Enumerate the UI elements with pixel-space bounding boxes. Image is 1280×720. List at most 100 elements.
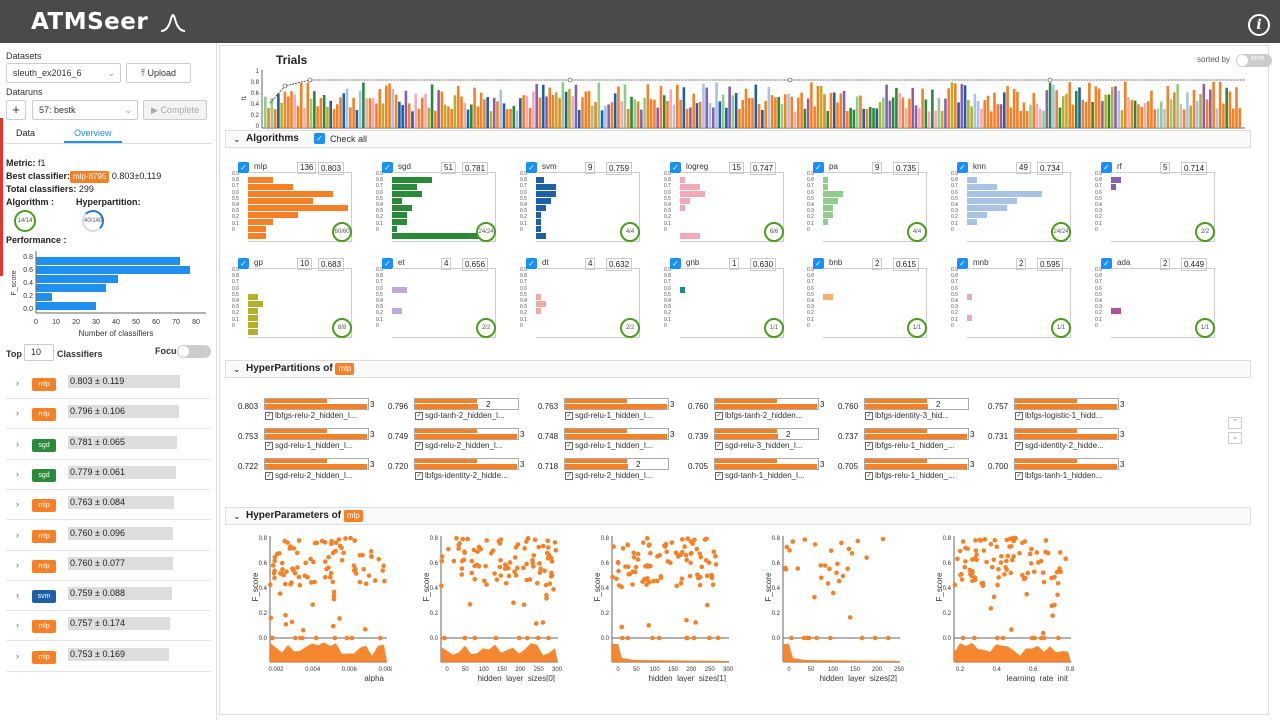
hyperpartition-name[interactable]: ✓ lbfgs-identity-3_hid...	[865, 411, 949, 420]
classifier-row[interactable]: › mlp 0.803 ± 0.119	[6, 369, 211, 399]
classifier-row[interactable]: › mlp 0.796 ± 0.106	[6, 399, 211, 430]
classifier-row[interactable]: › sgd 0.781 ± 0.065	[6, 430, 211, 460]
hyperpartition-checkbox[interactable]: ✓	[865, 441, 873, 450]
algorithm-card-ada[interactable]: ✓ ada 2 0.449 0.9 0.8 0.7 0.6 0.5 0.4 0.3 0.2 0.1 0 1/…	[1095, 258, 1219, 342]
hyperpartition-checkbox[interactable]: ✓	[415, 441, 423, 450]
hyperpartition-item[interactable]: 0.760 2 ✓ lbfgs-identity-3_hid...	[838, 398, 983, 430]
hyperpartitions-section-header[interactable]: ⌄ HyperPartitions of mlp	[225, 360, 1251, 378]
algorithm-checkbox[interactable]: ✓	[526, 162, 537, 173]
algorithm-checkbox[interactable]: ✓	[813, 258, 824, 269]
dataset-select[interactable]: sleuth_ex2016_6 ⌄	[6, 63, 121, 83]
hyperpartition-checkbox[interactable]: ✓	[715, 411, 723, 420]
algorithm-checkbox[interactable]: ✓	[382, 258, 393, 269]
scroll-up-button[interactable]: ⌃	[1228, 417, 1242, 429]
hyperpartition-checkbox[interactable]: ✓	[415, 471, 423, 480]
hyperpartition-name[interactable]: ✓ lbfgs-tanh-2_hidden...	[715, 411, 802, 420]
chevron-right-icon[interactable]: ›	[16, 620, 19, 631]
algorithm-checkbox[interactable]: ✓	[382, 162, 393, 173]
upload-button[interactable]: ⤒ Upload	[126, 63, 191, 83]
classifier-row[interactable]: › sgd 0.779 ± 0.061	[6, 460, 211, 490]
hyperpartition-checkbox[interactable]: ✓	[565, 411, 573, 420]
hyperpartition-name[interactable]: ✓ lbfgs-relu-1_hidden_...	[865, 471, 955, 480]
classifier-row[interactable]: › mlp 0.763 ± 0.084	[6, 490, 211, 521]
hyperpartition-checkbox[interactable]: ✓	[265, 411, 273, 420]
algorithm-card-gnb[interactable]: ✓ gnb 1 0.630 0.9 0.8 0.7 0.6 0.5 0.4 0.3 0.2 0.1 0 1/…	[664, 258, 788, 342]
hyperpartition-checkbox[interactable]: ✓	[865, 471, 873, 480]
chevron-right-icon[interactable]: ›	[16, 408, 19, 419]
hyperpartition-name[interactable]: ✓ sgd-relu-1_hidden_l...	[565, 441, 652, 450]
chevron-right-icon[interactable]: ›	[16, 559, 19, 570]
classifier-row[interactable]: › mlp 0.753 ± 0.169	[6, 642, 211, 672]
chevron-right-icon[interactable]: ›	[16, 378, 19, 388]
classifier-row[interactable]: › mlp 0.757 ± 0.174	[6, 611, 211, 642]
hyperpartition-checkbox[interactable]: ✓	[865, 411, 873, 420]
hyperpartition-name[interactable]: ✓ lbfgs-identity-2_hidde...	[415, 471, 508, 480]
hyperpartition-name[interactable]: ✓ sgd-relu-1_hidden_l...	[265, 441, 352, 450]
algorithm-checkbox[interactable]: ✓	[526, 258, 537, 269]
chevron-right-icon[interactable]: ›	[16, 590, 19, 601]
hyperpartition-item[interactable]: 0.731 3 ✓ sgd-identity-2_hidde...	[988, 428, 1133, 460]
hyperpartition-item[interactable]: 0.705 3 ✓ lbfgs-relu-1_hidden_...	[838, 458, 983, 490]
hyperpartition-name[interactable]: ✓ sgd-relu-2_hidden_l...	[565, 471, 652, 480]
hyperpartition-checkbox[interactable]: ✓	[265, 471, 273, 480]
hyperpartition-item[interactable]: 0.737 3 ✓ lbfgs-relu-1_hidden_...	[838, 428, 983, 460]
hyperpartition-name[interactable]: ✓ sgd-tanh-2_hidden_l...	[415, 411, 505, 420]
hyperpartition-name[interactable]: ✓ sgd-relu-2_hidden_l...	[265, 471, 352, 480]
algorithm-checkbox[interactable]: ✓	[957, 162, 968, 173]
hyperpartition-item[interactable]: 0.763 3 ✓ sgd-relu-1_hidden_l...	[538, 398, 683, 430]
algorithm-card-mlp[interactable]: ✓ mlp 136 0.803 0.9 0.8 0.7 0.6 0.5 0.4 0.3 0.2 0.1 0…	[232, 162, 356, 246]
algorithm-card-bnb[interactable]: ✓ bnb 2 0.615 0.9 0.8 0.7 0.6 0.5 0.4 0.3 0.2 0.1 0 1/…	[807, 258, 931, 342]
hyperpartition-checkbox[interactable]: ✓	[715, 441, 723, 450]
chevron-right-icon[interactable]: ›	[16, 650, 19, 661]
algorithm-card-gp[interactable]: ✓ gp 10 0.683 0.9 0.8 0.7 0.6 0.5 0.4 0.3 0.2 0.1 0 8/…	[232, 258, 356, 342]
hyperpartition-item[interactable]: 0.722 3 ✓ sgd-relu-2_hidden_l...	[238, 458, 383, 490]
hyperpartition-item[interactable]: 0.753 3 ✓ sgd-relu-1_hidden_l...	[238, 428, 383, 460]
algorithm-checkbox[interactable]: ✓	[238, 162, 249, 173]
hyperpartition-name[interactable]: ✓ lbfgs-tanh-1_hidden...	[1015, 471, 1102, 480]
hyperpartition-item[interactable]: 0.718 2 ✓ sgd-relu-2_hidden_l...	[538, 458, 683, 490]
algorithm-card-sgd[interactable]: ✓ sgd 51 0.781 0.9 0.8 0.7 0.6 0.5 0.4 0.3 0.2 0.1 0 2…	[376, 162, 500, 246]
algorithm-card-svm[interactable]: ✓ svm 9 0.759 0.9 0.8 0.7 0.6 0.5 0.4 0.3 0.2 0.1 0 4/…	[520, 162, 644, 246]
algorithm-card-knn[interactable]: ✓ knn 49 0.734 0.9 0.8 0.7 0.6 0.5 0.4 0.3 0.2 0.1 0 2…	[951, 162, 1075, 246]
hyperpartition-name[interactable]: ✓ sgd-relu-3_hidden_l...	[715, 441, 802, 450]
algorithm-checkbox[interactable]: ✓	[670, 258, 681, 269]
hyperpartition-item[interactable]: 0.757 3 ✓ lbfgs-logistic-1_hidd...	[988, 398, 1133, 430]
algorithm-card-rf[interactable]: ✓ rf 5 0.714 0.9 0.8 0.7 0.6 0.5 0.4 0.3 0.2 0.1 0 2/2	[1095, 162, 1219, 246]
algorithm-checkbox[interactable]: ✓	[957, 258, 968, 269]
top-count-input[interactable]: 10	[24, 344, 54, 361]
algorithm-checkbox[interactable]: ✓	[670, 162, 681, 173]
focus-toggle[interactable]	[177, 345, 211, 358]
scroll-down-button[interactable]: ⌄	[1228, 432, 1242, 444]
hyperpartition-name[interactable]: ✓ sgd-identity-2_hidde...	[1015, 441, 1104, 450]
algorithm-checkbox[interactable]: ✓	[813, 162, 824, 173]
hyperpartition-checkbox[interactable]: ✓	[265, 441, 273, 450]
algorithm-card-pa[interactable]: ✓ pa 9 0.735 0.9 0.8 0.7 0.6 0.5 0.4 0.3 0.2 0.1 0 4/4	[807, 162, 931, 246]
chevron-right-icon[interactable]: ›	[16, 438, 19, 449]
chevron-right-icon[interactable]: ›	[16, 529, 19, 540]
classifier-row[interactable]: › svm 0.759 ± 0.088	[6, 581, 211, 612]
sort-toggle[interactable]: time	[1236, 54, 1272, 67]
best-classifier-badge[interactable]: mlp-8795	[70, 171, 110, 183]
info-icon[interactable]: i	[1248, 14, 1270, 36]
add-datarun-button[interactable]: +	[6, 100, 26, 120]
algorithm-card-mnb[interactable]: ✓ mnb 2 0.595 0.9 0.8 0.7 0.6 0.5 0.4 0.3 0.2 0.1 0 1/…	[951, 258, 1075, 342]
algorithm-checkbox[interactable]: ✓	[1101, 162, 1112, 173]
hyperpartition-name[interactable]: ✓ sgd-tanh-1_hidden_l...	[715, 471, 805, 480]
hyperparameters-section-header[interactable]: ⌄ HyperParameters of mlp	[225, 507, 1251, 525]
hyperpartition-name[interactable]: ✓ lbfgs-relu-1_hidden_...	[865, 441, 955, 450]
hyperpartition-item[interactable]: 0.700 3 ✓ lbfgs-tanh-1_hidden...	[988, 458, 1133, 490]
hyperpartition-item[interactable]: 0.803 3 ✓ lbfgs-relu-2_hidden_l...	[238, 398, 383, 430]
hyperpartition-item[interactable]: 0.760 3 ✓ lbfgs-tanh-2_hidden...	[688, 398, 833, 430]
hyperpartition-checkbox[interactable]: ✓	[1015, 471, 1023, 480]
complete-button[interactable]: ▶ Complete	[143, 100, 207, 120]
hyperpartition-name[interactable]: ✓ sgd-relu-2_hidden_l...	[415, 441, 502, 450]
classifier-row[interactable]: › mlp 0.760 ± 0.096	[6, 521, 211, 551]
classifier-row[interactable]: › mlp 0.760 ± 0.077	[6, 551, 211, 581]
hyperpartition-name[interactable]: ✓ sgd-relu-1_hidden_l...	[565, 411, 652, 420]
chevron-right-icon[interactable]: ›	[16, 499, 19, 510]
hyperpartition-checkbox[interactable]: ✓	[565, 441, 573, 450]
algorithm-card-logreg[interactable]: ✓ logreg 15 0.747 0.9 0.8 0.7 0.6 0.5 0.4 0.3 0.2 0.…	[664, 162, 788, 246]
tab-data[interactable]: Data	[16, 128, 36, 138]
check-all-checkbox[interactable]: ✓	[314, 133, 325, 144]
algorithm-checkbox[interactable]: ✓	[1101, 258, 1112, 269]
